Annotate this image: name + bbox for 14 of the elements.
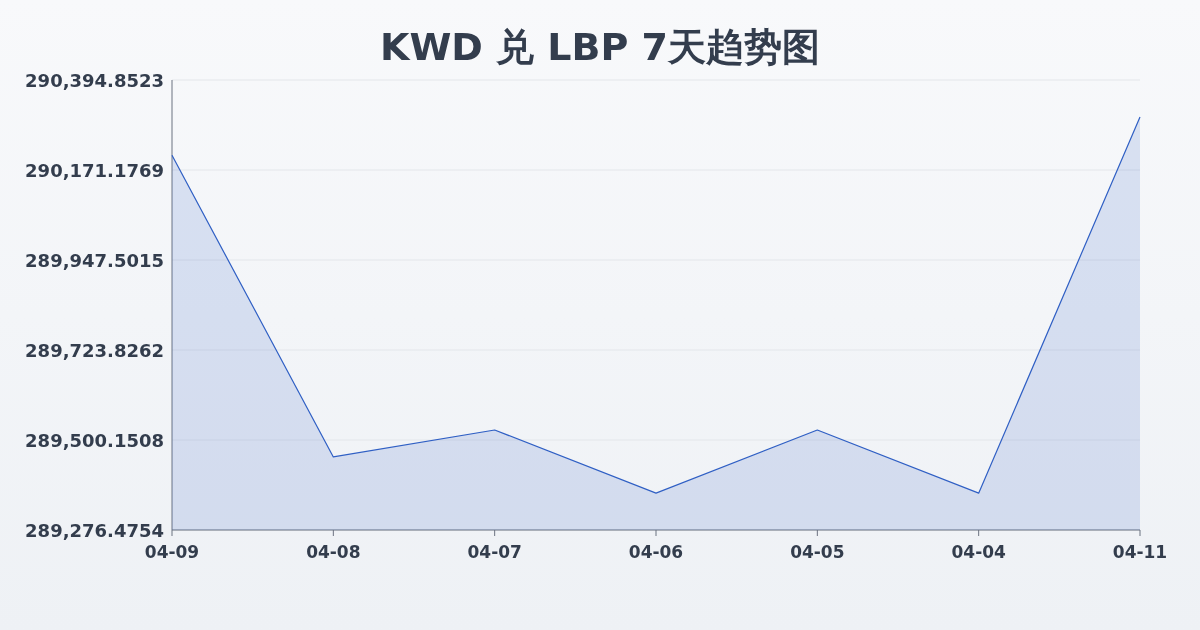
y-tick-label: 289,500.1508 [25,430,164,451]
x-tick-label: 04-07 [467,542,522,562]
y-tick-label: 289,947.5015 [25,250,164,271]
x-tick-label: 04-04 [951,542,1007,562]
x-tick-label: 04-09 [144,542,200,562]
x-tick-label: 04-05 [790,542,845,562]
x-tick-label: 04-11 [1112,542,1168,562]
x-tick-label: 04-06 [628,542,684,562]
y-tick-label: 289,723.8262 [25,340,164,361]
x-tick-label: 04-08 [306,542,361,562]
chart-title: KWD 兑 LBP 7天趋势图 [379,25,821,69]
y-tick-label: 290,171.1769 [25,160,164,181]
y-tick-label: 289,276.4754 [25,520,164,541]
y-tick-label: 290,394.8523 [25,70,164,91]
